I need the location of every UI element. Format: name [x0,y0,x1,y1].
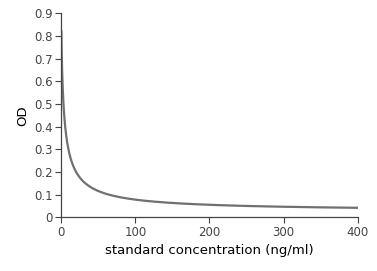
X-axis label: standard concentration (ng/ml): standard concentration (ng/ml) [105,244,314,257]
Y-axis label: OD: OD [16,105,29,126]
